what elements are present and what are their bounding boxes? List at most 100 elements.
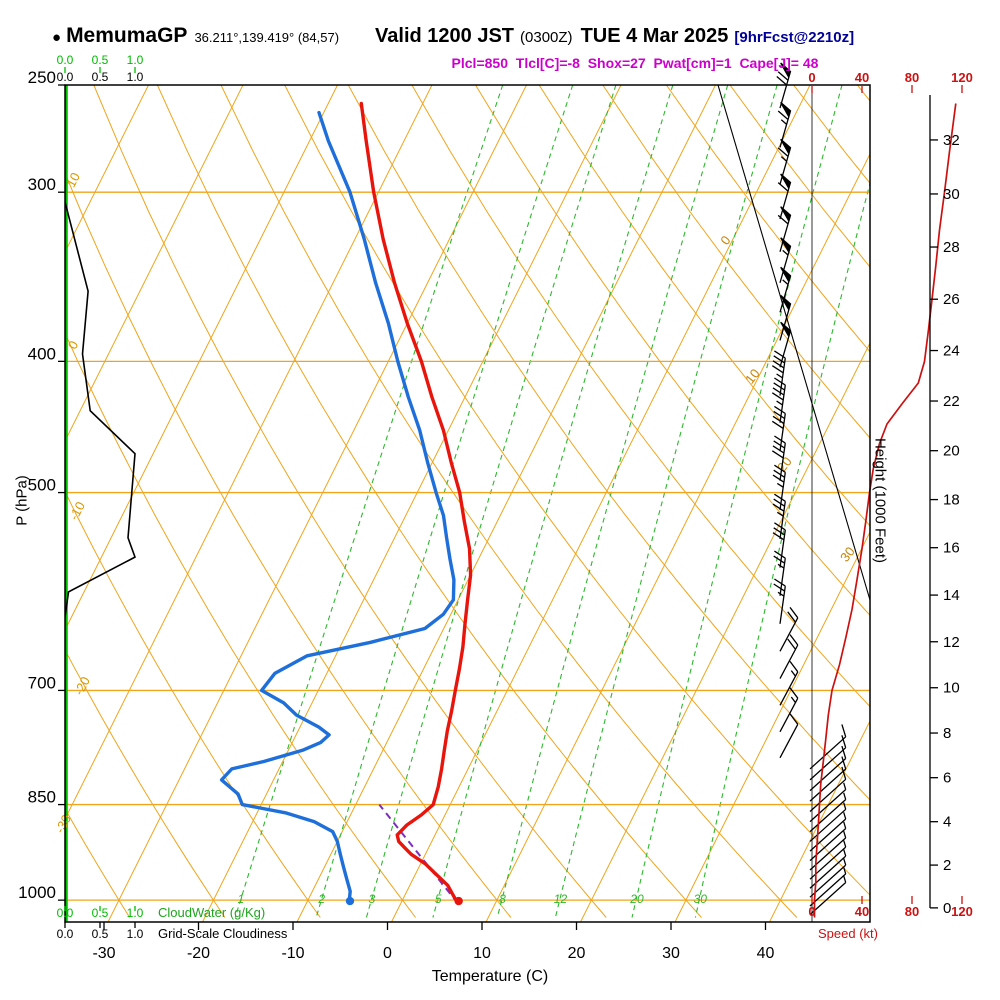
dry-adiabat-line [665,85,870,353]
forecast-hour: [9hrFcst@2210z] [734,29,855,46]
isotherm-line [202,85,622,922]
isotherm-line [674,530,870,922]
sounding-indices: Plcl=850 Tlcl[C]=-8 Shox=27 Pwat[cm]=1 C… [451,55,819,71]
background-grid [65,85,870,922]
wind-barb [772,522,786,568]
height-tick-label: 16 [943,540,960,557]
mixing-ratio-line [554,85,778,918]
parcel-path-line [378,803,459,904]
cloudiness-scale-tick-top: 0.0 [57,70,74,84]
mixing-ratio-line [694,181,870,918]
temp-tick-label: 20 [568,945,586,962]
mixing-ratio-label: 20 [629,892,644,906]
wind-barb [776,62,792,109]
wind-barb [779,687,799,733]
height-tick-label: 8 [943,725,951,742]
valid-time: Valid 1200 JST [375,25,515,47]
pressure-tick-label: 850 [28,788,56,807]
isotherm-line [65,85,244,443]
temp-tick-label: 10 [473,945,491,962]
speed-tick-label-bottom: 0 [808,904,815,919]
chart-header: ● MemumaGP 36.211°,139.419° (84,57) Vali… [52,24,854,48]
height-tick-label: 10 [943,680,960,697]
wind-barb [779,294,792,341]
temp-tick-label: 0 [383,945,392,962]
cloudiness-scale-title: Grid-Scale Cloudiness [158,926,288,941]
surface-temp-dot [454,896,463,906]
dry-adiabat-line [65,171,512,918]
mixing-ratio-line [315,85,574,918]
wind-barb [809,812,847,852]
speed-axis-title: Speed (kt) [818,926,878,941]
wind-barb [809,766,847,812]
surface-dewpoint-dot [345,896,355,906]
dry-adiabat-line [284,85,870,896]
valid-time-utc: (0300Z) [520,29,573,46]
isotherm-line [65,85,338,632]
mixing-ratio-label: 3 [369,892,376,906]
height-tick-label: 26 [943,291,960,308]
height-tick-label: 28 [943,239,960,256]
cloudiness-scale-tick-bottom: 1.0 [127,927,144,941]
dry-adiabat-line [347,85,870,801]
dry-adiabat-line [65,807,131,918]
wind-barb [809,802,847,842]
dry-adiabat-line [65,648,226,918]
speed-tick-label-top: 0 [808,70,815,85]
height-tick-label: 2 [943,857,951,874]
height-tick-label: 22 [943,393,960,410]
height-axis-title: Height (1000 Feet) [871,437,889,564]
isotherm-line [65,85,149,254]
wind-barb [771,350,786,396]
wind-barbs [771,62,847,916]
wind-barb [779,713,799,759]
speed-tick-label-top: 80 [905,70,919,85]
pressure-tick-label: 300 [28,175,56,194]
plot-border [64,84,871,923]
dry-adiabat-line [65,331,416,918]
dry-adiabat-line [411,85,870,708]
mixing-ratio-label: 1 [237,892,244,906]
wind-barb [779,607,799,652]
cloudwater-scale-title: CloudWater (g/Kg) [158,905,266,920]
mixing-ratio-line [496,85,729,918]
wind-barb [777,206,792,252]
temp-tick-label: 40 [757,945,775,962]
dry-adiabat-line [602,85,870,439]
wind-barb [779,661,799,706]
wind-barb [809,735,847,781]
wind-barb [809,782,847,823]
cloudwater-scale-tick-top: 0.5 [92,53,109,67]
wind-barb [809,875,847,916]
height-tick-label: 24 [943,343,960,360]
cloudwater-scale-tick-top: 0.0 [57,53,74,67]
cloudwater-scale-tick-top: 1.0 [127,53,144,67]
isotherm-line [485,152,870,922]
station-name: MemumaGP [66,24,188,47]
dry-adiabat-line [538,85,870,527]
speed-tick-label-bottom: 40 [855,904,869,919]
speed-tick-label-bottom: 80 [905,904,919,919]
pressure-tick-label: 1000 [18,883,56,902]
cloudiness-scale-tick-bottom: 0.0 [57,927,74,941]
station-marker-icon: ● [52,29,62,46]
valid-date: TUE 4 Mar 2025 [580,25,729,47]
mixing-ratio-line [234,85,504,918]
mixing-ratio-line [365,85,617,918]
mixing-ratio-label: 12 [554,892,568,906]
cloudiness-profile-line [65,201,136,618]
wind-barb [809,756,847,802]
height-tick-label: 12 [943,634,960,651]
dry-adiabat-line [65,490,321,918]
temp-tick-label: -10 [281,945,304,962]
wind-barb [779,237,792,284]
dry-adiabat-line [475,85,870,617]
station-coordinates: 36.211°,139.419° (84,57) [194,30,340,45]
temp-tick-label: 30 [662,945,680,962]
height-tick-label: 20 [943,443,960,460]
isotherm-line [296,85,716,922]
mixing-ratio-line [432,85,674,918]
